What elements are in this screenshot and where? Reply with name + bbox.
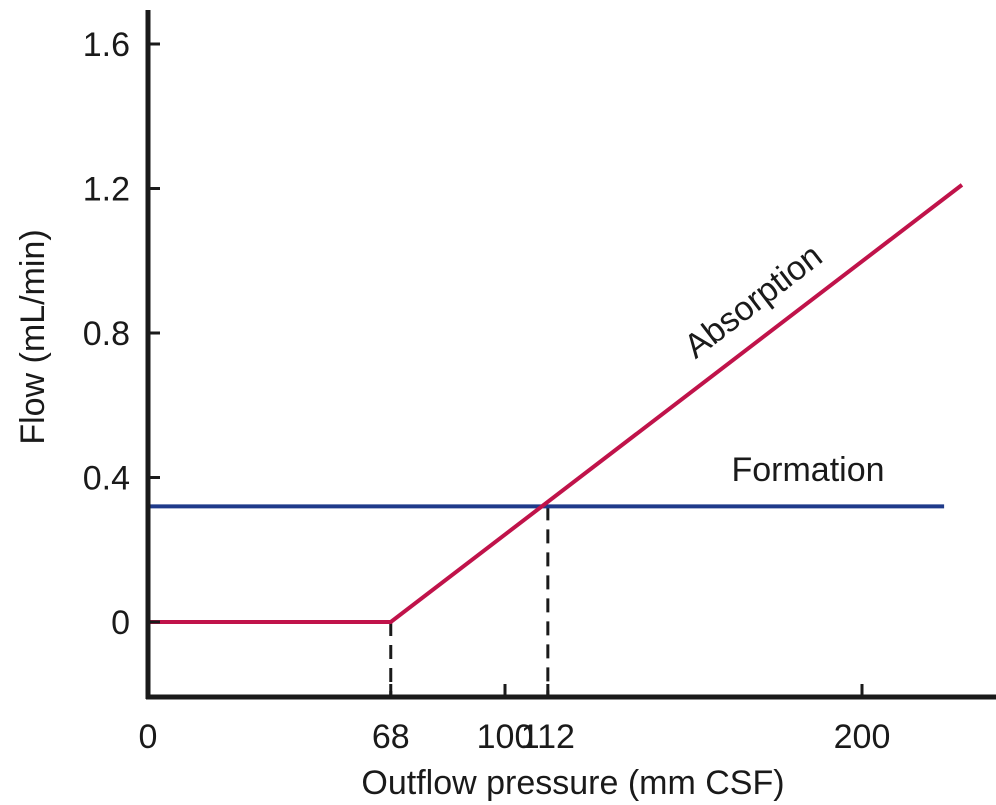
x-tick-label: 0 [139,718,158,756]
x-tick-label: 100 [477,718,534,756]
y-tick-label: 0.8 [83,315,130,353]
x-tick-label: 112 [521,718,575,756]
x-axis-title: Outflow pressure (mm CSF) [361,764,784,802]
y-axis-title: Flow (mL/min) [14,229,52,444]
y-tick-label: 1.2 [83,171,130,209]
absorption-series-line [148,183,964,624]
y-tick-label: 0 [111,604,130,642]
y-tick-label: 0.4 [83,460,130,498]
x-tick-label: 68 [372,718,410,756]
formation-series-label: Formation [731,451,884,489]
y-tick-label: 1.6 [83,26,130,64]
axes [145,10,996,700]
reference-lines [389,506,550,697]
series-lines [148,183,964,624]
x-tick-label: 200 [834,718,891,756]
